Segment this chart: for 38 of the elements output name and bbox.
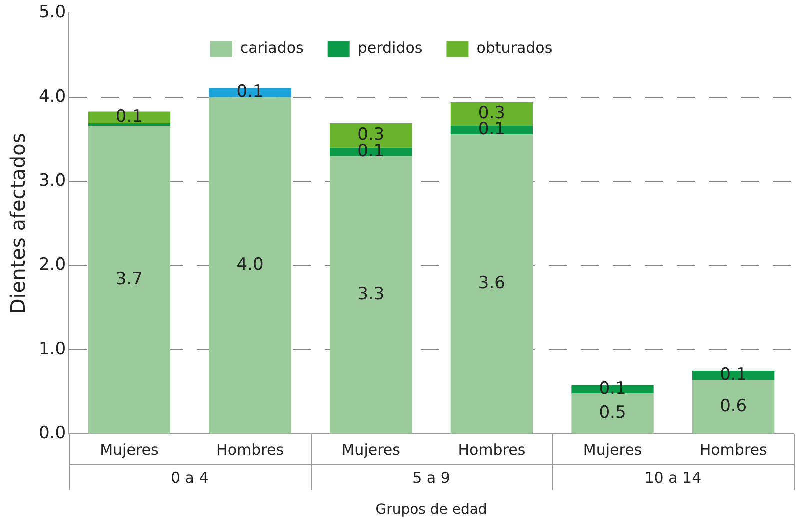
y-tick-label: 2.0 <box>38 255 66 276</box>
data-label: 3.3 <box>358 284 385 304</box>
text: 5 a 9 <box>412 469 450 488</box>
data-label: 3.7 <box>116 269 143 290</box>
x-tick-label: Mujeres <box>342 441 401 460</box>
data-label: 4.0 <box>236 254 264 275</box>
x-tick-label: Mujeres <box>583 441 642 460</box>
bar <box>209 97 292 434</box>
legend-label: cariados <box>240 39 304 58</box>
legend-label: perdidos <box>358 39 423 58</box>
x-tick-label: Hombres <box>216 441 284 460</box>
data-label: 0.5 <box>599 403 626 424</box>
text: 0 a 4 <box>170 469 209 488</box>
y-tick-label: 0.0 <box>38 424 66 444</box>
data-label: 0.3 <box>358 125 385 146</box>
y-tick-label: 5.0 <box>38 2 66 23</box>
legend-label: obturados <box>476 39 553 58</box>
y-axis-title: Dientes afectados <box>6 133 30 314</box>
bar <box>692 380 775 434</box>
x-axis-title: Grupos de edad <box>376 502 488 518</box>
data-label: 0.1 <box>720 365 748 386</box>
bar <box>330 156 412 434</box>
bar <box>88 126 171 434</box>
text: 10 a 14 <box>644 469 702 488</box>
data-label: 0.6 <box>720 396 748 416</box>
x-tick-label: Mujeres <box>100 441 159 460</box>
data-label: 0.1 <box>236 82 264 102</box>
bar <box>450 134 534 434</box>
bar <box>572 394 654 434</box>
bar <box>88 124 171 126</box>
y-tick-label: 1.0 <box>38 339 66 360</box>
x-tick-label: Hombres <box>458 441 526 460</box>
x-tick-label: Hombres <box>700 441 768 460</box>
y-tick-label: 3.0 <box>38 171 66 192</box>
data-label: 0.1 <box>116 107 143 128</box>
data-label: 0.1 <box>478 120 506 140</box>
data-label: 3.6 <box>478 273 506 294</box>
y-tick-label: 4.0 <box>38 86 66 107</box>
